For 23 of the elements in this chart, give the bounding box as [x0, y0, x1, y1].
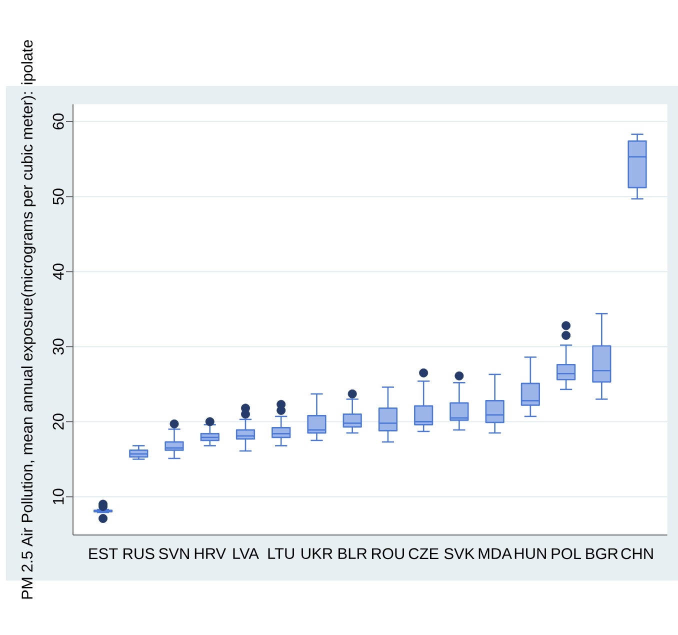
x-tick-label: SVN — [159, 548, 189, 560]
x-tick-label: EST — [89, 548, 118, 560]
y-tick-label: 30 — [52, 338, 64, 355]
x-tick-label: SVK — [444, 548, 475, 560]
y-tick-label: 20 — [52, 414, 64, 430]
x-tick-label: LVA — [233, 548, 259, 559]
x-tick-label: MDA — [478, 548, 512, 559]
x-tick-label: HUN — [514, 548, 546, 560]
y-tick-label: 10 — [52, 488, 64, 504]
x-tick-label: ROU — [372, 548, 404, 560]
y-tick-label: 50 — [52, 188, 64, 205]
y-axis-title: PM 2.5 Air Pollution, mean annual exposure(micrograms per cubic meter): ipolate — [21, 40, 36, 599]
x-tick-label: RUS — [124, 548, 154, 560]
x-tick-label: POL — [552, 548, 582, 560]
x-tick-label: UKR — [302, 548, 332, 560]
y-tick-label: 60 — [52, 114, 64, 130]
x-tick-label: LTU — [268, 548, 294, 560]
y-tick-label: 40 — [52, 264, 64, 280]
x-tick-label: BLR — [338, 548, 367, 559]
x-tick-label: HRV — [194, 548, 226, 559]
x-tick-label: CHN — [621, 548, 653, 560]
x-tick-label: CZE — [408, 548, 438, 560]
x-tick-label: BGR — [586, 548, 618, 560]
